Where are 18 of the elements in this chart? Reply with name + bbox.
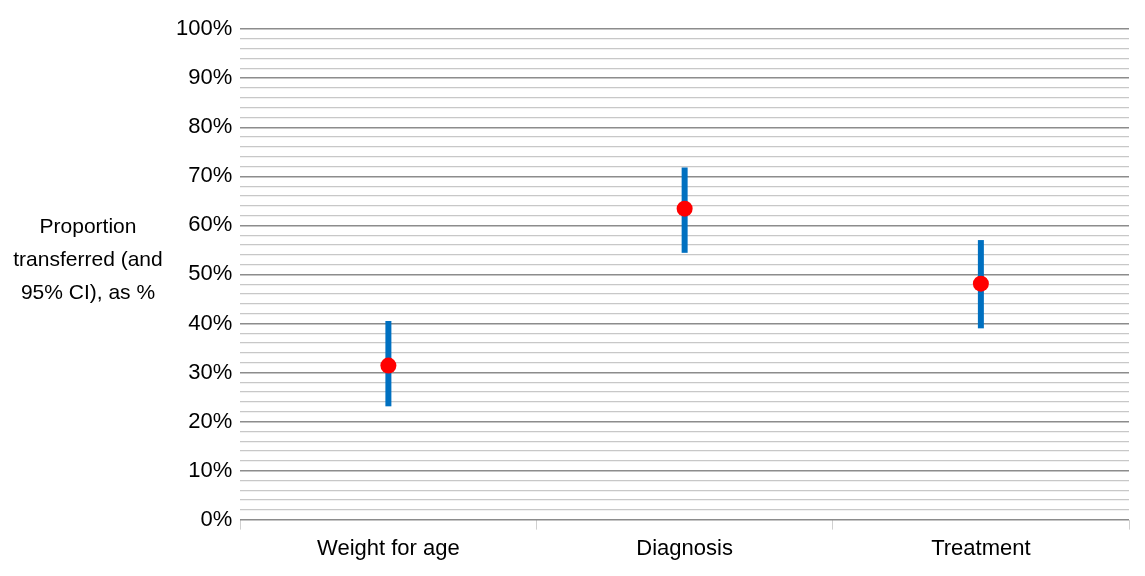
y-tick-label: 70% (188, 162, 233, 188)
y-tick-label: 10% (188, 456, 233, 482)
y-axis-title: Proportion transferred (and 95% CI), as % (12, 212, 164, 305)
y-tick-label: 100% (175, 15, 233, 41)
y-tick-label: 20% (188, 407, 233, 433)
y-tick-label: 90% (188, 64, 233, 90)
x-tick-label: Treatment (931, 534, 1031, 560)
x-tick-label: Weight for age (317, 534, 460, 560)
point (972, 275, 989, 292)
y-tick-label: 80% (188, 113, 233, 139)
y-tick-label: 50% (188, 260, 233, 286)
point (676, 200, 693, 217)
x-tick-label: Diagnosis (636, 534, 733, 560)
y-tick-label: 40% (188, 309, 233, 335)
y-tick-label: 60% (188, 211, 233, 237)
y-tick-label: 0% (200, 505, 233, 531)
point (380, 357, 397, 374)
y-tick-label: 30% (188, 358, 233, 384)
